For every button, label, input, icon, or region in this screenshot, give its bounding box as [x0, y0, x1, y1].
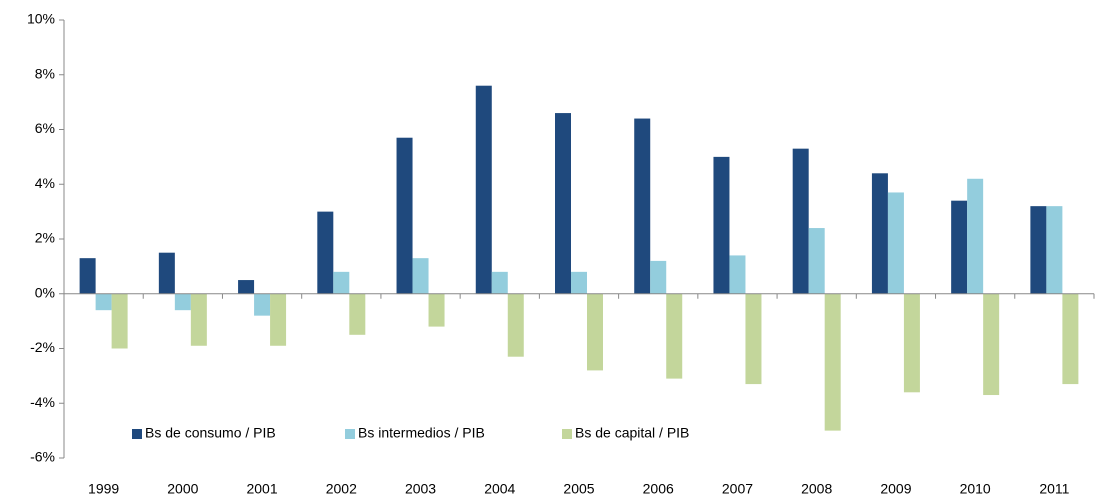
bar — [729, 255, 746, 294]
y-tick-label: -4% — [30, 394, 55, 410]
bar — [412, 258, 429, 294]
bar — [111, 293, 128, 349]
bar — [666, 293, 683, 379]
x-tick-label: 2004 — [484, 481, 515, 497]
bar — [1030, 206, 1047, 294]
bar — [903, 293, 920, 393]
bar — [824, 293, 841, 431]
bar — [428, 293, 445, 327]
y-tick-label: -6% — [30, 449, 55, 465]
bar — [555, 113, 571, 294]
bar — [95, 293, 112, 311]
x-tick-label: 2000 — [167, 481, 198, 497]
bar — [871, 173, 888, 294]
y-tick-label: 0% — [35, 284, 55, 300]
y-tick-label: 4% — [35, 175, 55, 191]
bar — [79, 258, 96, 294]
bar — [634, 118, 651, 294]
y-tick-label: -2% — [30, 339, 55, 355]
x-tick-label: 2002 — [326, 481, 357, 497]
bar — [967, 178, 984, 294]
bar — [475, 85, 492, 294]
x-tick-label: 2009 — [880, 481, 911, 497]
y-tick-label: 6% — [35, 120, 55, 136]
legend-swatch — [562, 429, 572, 439]
x-tick-label: 2003 — [405, 481, 436, 497]
x-tick-label: 1999 — [88, 481, 119, 497]
bar — [174, 293, 191, 311]
y-tick-label: 8% — [35, 65, 55, 81]
bar — [254, 293, 271, 316]
legend-label: Bs de consumo / PIB — [145, 425, 276, 441]
bar — [650, 260, 667, 294]
bar — [983, 293, 1000, 396]
bar — [190, 293, 207, 346]
bar — [587, 293, 603, 371]
legend-swatch — [345, 429, 355, 439]
y-tick-label: 2% — [35, 230, 55, 246]
bar — [317, 211, 334, 294]
x-tick-label: 2008 — [801, 481, 832, 497]
bar — [1046, 206, 1063, 294]
bar — [333, 271, 350, 294]
bar — [808, 228, 825, 294]
x-tick-label: 2010 — [960, 481, 991, 497]
legend-swatch — [132, 429, 142, 439]
bar — [571, 271, 587, 294]
bar — [158, 252, 175, 294]
bar — [745, 293, 762, 385]
bar — [887, 192, 904, 294]
x-tick-label: 2011 — [1039, 481, 1069, 497]
bar — [792, 148, 809, 294]
x-tick-label: 2007 — [722, 481, 753, 497]
x-tick-label: 2005 — [563, 481, 594, 497]
legend-label: Bs de capital / PIB — [575, 425, 689, 441]
x-tick-label: 2001 — [246, 481, 277, 497]
bar — [1062, 293, 1079, 385]
y-tick-label: 10% — [27, 11, 55, 27]
bar — [349, 293, 366, 335]
bar — [713, 156, 730, 294]
bar — [491, 271, 508, 294]
legend-label: Bs intermedios / PIB — [358, 425, 485, 441]
bar — [396, 137, 413, 294]
bar — [507, 293, 524, 357]
x-tick-label: 2006 — [643, 481, 674, 497]
bar — [238, 280, 255, 294]
bar — [270, 293, 287, 346]
bar — [951, 200, 968, 294]
